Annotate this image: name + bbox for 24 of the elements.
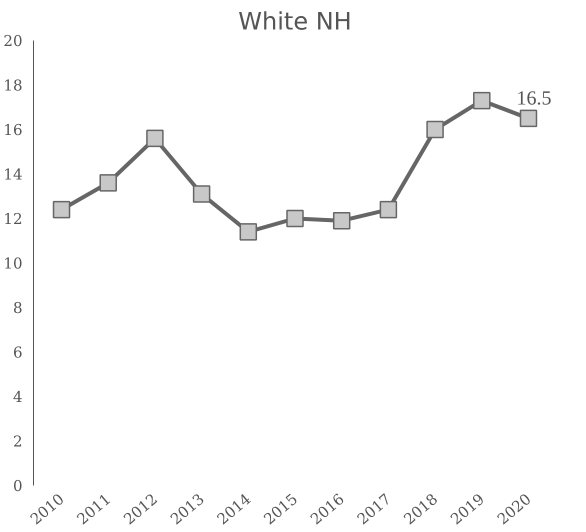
y-tick-label: 4: [12, 388, 23, 406]
point: [240, 223, 258, 241]
point: [473, 92, 491, 110]
point: [192, 185, 210, 203]
y-tick-label: 6: [12, 344, 23, 362]
point: [286, 210, 304, 228]
y-tick-label: 10: [3, 254, 23, 272]
y-tick-label: 2: [12, 432, 23, 450]
point: [332, 212, 350, 230]
point: [146, 130, 164, 148]
point: [380, 200, 398, 218]
point: [99, 174, 117, 192]
y-tick-label: 18: [3, 76, 23, 94]
point: [520, 110, 538, 128]
y-tick-label: 0: [12, 477, 23, 495]
data-label: 16.5: [516, 87, 552, 110]
y-tick-label: 8: [12, 299, 23, 317]
y-tick-label: 14: [3, 166, 23, 184]
y-tick-label: 20: [3, 32, 23, 50]
point: [52, 200, 70, 218]
y-tick-label: 12: [3, 210, 23, 228]
chart-title: White NH: [238, 8, 352, 36]
y-tick-label: 16: [3, 121, 23, 139]
point: [426, 120, 444, 138]
